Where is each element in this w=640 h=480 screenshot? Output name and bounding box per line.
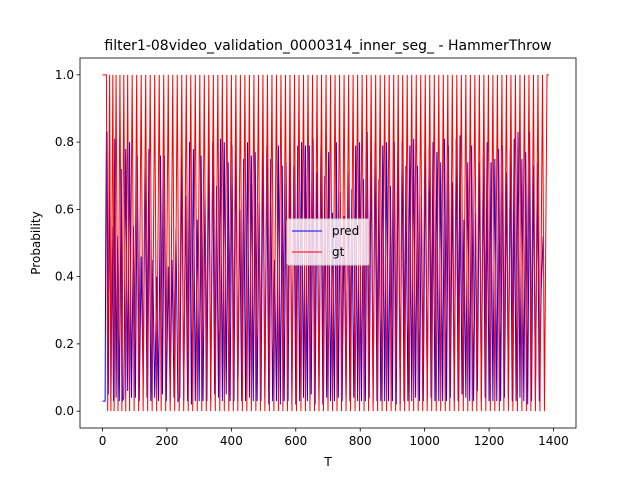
- x-tick-label: 1400: [538, 434, 569, 448]
- y-axis-label: Probability: [29, 211, 43, 274]
- x-tick-label: 400: [220, 434, 243, 448]
- y-tick-label: 0.0: [55, 404, 74, 418]
- x-tick-label: 800: [349, 434, 372, 448]
- x-tick-label: 200: [156, 434, 179, 448]
- x-tick-label: 600: [284, 434, 307, 448]
- x-tick-label: 1200: [474, 434, 505, 448]
- x-tick-label: 1000: [409, 434, 440, 448]
- y-tick-label: 0.4: [55, 270, 74, 284]
- chart-title: filter1-08video_validation_0000314_inner…: [104, 38, 551, 54]
- legend: pred gt: [287, 219, 369, 265]
- y-tick-label: 0.6: [55, 202, 74, 216]
- y-tick-label: 1.0: [55, 68, 74, 82]
- legend-gt-label: gt: [332, 245, 345, 259]
- legend-pred-label: pred: [332, 224, 359, 238]
- x-axis-label: T: [323, 455, 332, 469]
- y-tick-label: 0.8: [55, 135, 74, 149]
- y-tick-label: 0.2: [55, 337, 74, 351]
- x-tick-label: 0: [99, 434, 107, 448]
